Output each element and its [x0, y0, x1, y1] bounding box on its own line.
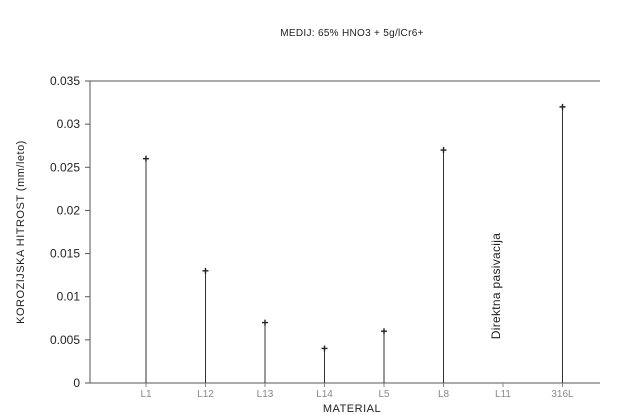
- annotation-direktna-pasivacija: Direktna pasivacija: [489, 233, 503, 339]
- y-tick-label: 0.02: [57, 203, 81, 217]
- x-tick-label: L8: [438, 389, 450, 400]
- y-axis-label: KOROZIJSKA HITROST (mm/leto): [15, 140, 27, 324]
- x-axis-label: MATERIAL: [323, 403, 381, 415]
- chart-title: MEDIJ: 65% HNO3 + 5g/lCr6+: [280, 28, 423, 39]
- y-tick-label: 0.01: [57, 290, 81, 304]
- x-tick-label: 316L: [551, 389, 574, 400]
- y-tick-label: 0.025: [50, 160, 80, 174]
- stem-marker-316L: [559, 103, 566, 110]
- plot-area: [89, 80, 600, 384]
- data-stems: [143, 103, 566, 383]
- y-tick-label: 0.035: [50, 74, 80, 88]
- stem-marker-L1: [143, 155, 149, 162]
- annotations: Direktna pasivacija: [489, 233, 503, 339]
- y-axis-ticks: 0 0.005 0.01 0.015 0.02 0.025 0.03 0.035: [50, 74, 90, 390]
- stem-marker-L14: [321, 345, 328, 352]
- y-tick-label: 0.005: [50, 333, 80, 347]
- stem-marker-L13: [262, 319, 268, 326]
- x-tick-label: L11: [495, 389, 511, 400]
- x-tick-label: L14: [316, 389, 333, 400]
- stem-marker-L5: [381, 328, 387, 335]
- x-tick-label: L1: [140, 389, 152, 400]
- x-tick-label: L5: [378, 389, 390, 400]
- stem-marker-L12: [202, 267, 209, 274]
- y-tick-label: 0: [73, 376, 80, 390]
- y-tick-label: 0.03: [57, 117, 81, 131]
- x-tick-label: L13: [257, 389, 274, 400]
- stem-marker-L8: [440, 147, 447, 154]
- x-tick-label: L12: [197, 389, 214, 400]
- x-axis-ticks: L1 L12 L13 L14 L5 L8 L11 316L: [140, 383, 574, 400]
- y-tick-label: 0.015: [50, 247, 80, 261]
